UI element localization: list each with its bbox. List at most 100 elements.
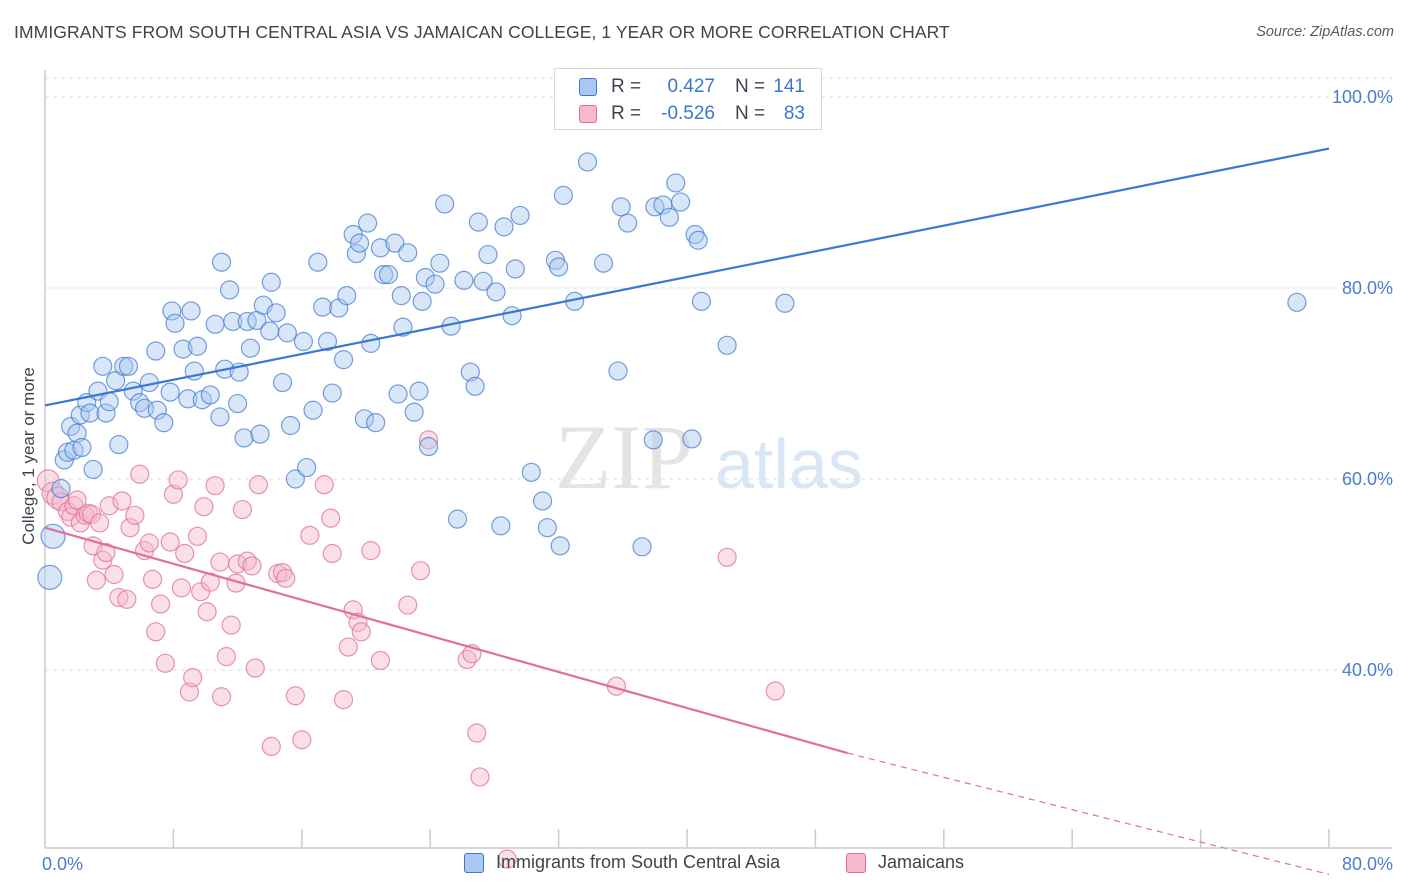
jamaican-point xyxy=(163,484,183,504)
south-central-asia-point xyxy=(205,314,225,334)
south-central-asia-point xyxy=(611,197,631,217)
south-central-asia-point xyxy=(181,301,201,321)
jamaican-point xyxy=(245,658,265,678)
legend-r-value: 0.427 xyxy=(667,76,715,97)
source-label: Source: ZipAtlas.com xyxy=(1256,24,1394,40)
south-central-asia-point xyxy=(240,338,261,358)
south-central-asia-point xyxy=(99,392,119,412)
jamaican-point xyxy=(120,518,140,538)
south-central-asia-point xyxy=(532,491,553,511)
south-central-asia-point xyxy=(37,564,63,590)
jamaican-point xyxy=(155,653,175,673)
south-central-asia-point xyxy=(502,306,522,326)
jamaican-point xyxy=(338,637,358,657)
bottom-legend-item-jamaicans: Jamaicans xyxy=(846,852,964,873)
jamaican-point xyxy=(242,556,262,576)
south-central-asia-point xyxy=(173,339,193,359)
south-central-asia-point xyxy=(266,303,286,323)
axes xyxy=(44,70,1392,849)
south-central-asia-point xyxy=(358,213,378,233)
south-central-asia-point xyxy=(494,217,514,237)
south-central-asia-point xyxy=(685,224,705,245)
jamaican-point xyxy=(321,508,341,528)
south-central-asia-point xyxy=(96,403,116,423)
south-central-asia-point xyxy=(154,413,174,433)
south-central-asia-point xyxy=(645,197,665,217)
bottom-legend-swatch-pink xyxy=(846,852,866,873)
south-central-asia-point xyxy=(460,362,480,382)
jamaican-point xyxy=(292,730,312,750)
jamaican-point xyxy=(112,491,132,511)
trend-line-jamaicans-extension xyxy=(847,752,1330,875)
jamaican-point xyxy=(104,564,124,585)
south-central-asia-point xyxy=(237,311,257,332)
south-central-asia-point xyxy=(109,435,129,455)
jamaican-point xyxy=(497,849,517,869)
south-central-asia-point xyxy=(666,173,686,193)
south-central-asia-point xyxy=(322,383,342,403)
jamaican-point xyxy=(197,602,217,622)
south-central-asia-point xyxy=(261,272,281,292)
south-central-asia-point xyxy=(510,205,530,226)
south-central-asia-point xyxy=(51,478,71,499)
south-central-asia-point xyxy=(228,393,248,414)
south-central-asia-point xyxy=(385,233,405,253)
south-central-asia-point xyxy=(435,194,455,214)
jamaican-point xyxy=(205,476,225,496)
jamaican-point xyxy=(398,595,418,615)
bottom-legend-swatch-blue xyxy=(464,852,484,873)
south-central-asia-point xyxy=(211,252,232,272)
south-central-asia-point xyxy=(80,403,100,423)
bottom-legend-item-south-central-asia: Immigrants from South Central Asia xyxy=(464,852,780,873)
south-central-asia-point xyxy=(717,335,737,355)
watermark: ZIP atlas xyxy=(555,406,863,508)
south-central-asia-point xyxy=(333,350,354,370)
legend-row-jamaicans: R = -0.526 N = 83 xyxy=(579,103,805,125)
south-central-asia-point xyxy=(404,402,424,422)
south-central-asia-point xyxy=(775,293,795,313)
jamaican-point xyxy=(351,622,371,642)
jamaican-point xyxy=(146,622,166,642)
south-central-asia-point xyxy=(366,413,386,433)
south-central-asia-point xyxy=(223,311,243,332)
south-central-asia-point xyxy=(165,313,185,333)
legend-n-value: 141 xyxy=(773,76,805,97)
jamaican-point xyxy=(142,569,163,589)
legend-row-south-central-asia: R = 0.427 N = 141 xyxy=(579,76,805,98)
south-central-asia-point xyxy=(370,238,391,258)
south-central-asia-point xyxy=(70,405,90,425)
legend-n-label: N = xyxy=(735,103,766,124)
south-central-asia-point xyxy=(272,372,293,393)
south-central-asia-point xyxy=(354,409,374,429)
south-central-asia-point xyxy=(425,274,445,294)
jamaican-point xyxy=(314,475,334,495)
trend-line-south-central-asia xyxy=(44,147,1330,407)
south-central-asia-point xyxy=(608,361,628,381)
jamaican-point xyxy=(285,686,305,706)
south-central-asia-point xyxy=(548,257,569,277)
trend-lines xyxy=(44,147,1330,875)
y-tick-label: 100.0% xyxy=(1332,87,1393,107)
south-central-asia-point xyxy=(378,265,399,285)
south-central-asia-point xyxy=(361,333,381,353)
south-central-asia-point xyxy=(285,469,305,489)
south-central-asia-point xyxy=(409,381,429,401)
south-central-asia-point xyxy=(337,286,357,306)
jamaican-point xyxy=(168,470,188,490)
south-central-asia-point xyxy=(593,253,614,273)
south-central-asia-point xyxy=(277,323,297,343)
south-central-asia-point xyxy=(398,243,418,263)
south-central-asia-point xyxy=(93,356,113,376)
legend-n-label: N = xyxy=(735,76,766,97)
jamaican-point xyxy=(300,525,320,545)
jamaican-point xyxy=(96,542,116,563)
legend-r-label: R = xyxy=(611,103,642,124)
south-central-asia-point xyxy=(473,271,493,291)
x-tick-label-max: 80.0% xyxy=(1342,854,1393,874)
jamaican-point xyxy=(117,589,137,609)
y-tick-label: 60.0% xyxy=(1342,469,1393,489)
jamaican-point xyxy=(343,600,363,620)
jamaican-point xyxy=(130,464,150,484)
south-central-asia-point xyxy=(521,462,541,482)
south-central-asia-point xyxy=(114,356,134,376)
